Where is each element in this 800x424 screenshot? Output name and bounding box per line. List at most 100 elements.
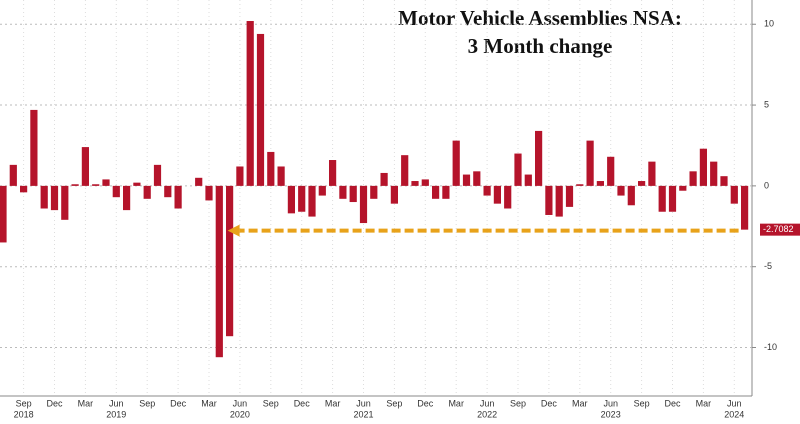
x-tick-label: Dec xyxy=(294,398,311,408)
bar xyxy=(658,185,666,212)
x-year-label: 2021 xyxy=(353,409,373,419)
x-year-label: 2018 xyxy=(14,409,34,419)
bar xyxy=(493,185,501,204)
bar xyxy=(380,172,388,186)
x-year-label: 2024 xyxy=(724,409,744,419)
bar xyxy=(40,185,48,209)
bar xyxy=(699,148,707,186)
bar xyxy=(205,185,213,201)
x-tick-label: Mar xyxy=(201,398,217,408)
bar xyxy=(349,185,357,203)
x-tick-label: Dec xyxy=(170,398,187,408)
x-tick-label: Dec xyxy=(541,398,558,408)
bar xyxy=(514,153,522,186)
bar xyxy=(648,161,656,186)
x-tick-label: Mar xyxy=(572,398,588,408)
bar xyxy=(617,185,625,196)
bar xyxy=(555,185,563,217)
bar xyxy=(627,185,635,206)
bar xyxy=(545,185,553,215)
bar xyxy=(432,185,440,199)
bar xyxy=(679,185,687,191)
x-tick-label: Sep xyxy=(510,398,526,408)
bar xyxy=(390,185,398,204)
bar xyxy=(143,185,151,199)
x-tick-label: Jun xyxy=(727,398,742,408)
y-tick-label: 10 xyxy=(764,19,774,29)
bar xyxy=(195,177,203,186)
bar xyxy=(452,140,460,186)
x-tick-label: Dec xyxy=(46,398,63,408)
bar xyxy=(730,185,738,204)
bar xyxy=(483,185,491,196)
y-tick-label: 0 xyxy=(764,180,769,190)
bar xyxy=(565,185,574,207)
bar xyxy=(277,166,285,186)
bar xyxy=(535,130,543,186)
value-tag xyxy=(760,223,800,236)
bar xyxy=(20,185,28,193)
x-year-label: 2020 xyxy=(230,409,250,419)
x-tick-label: Sep xyxy=(139,398,155,408)
bar xyxy=(71,184,79,186)
bar xyxy=(421,179,429,186)
x-year-label: 2019 xyxy=(106,409,126,419)
bar xyxy=(586,140,594,186)
x-tick-label: Jun xyxy=(233,398,248,408)
value-label: -2.7082 xyxy=(763,224,794,234)
bar xyxy=(123,185,131,211)
bar xyxy=(638,181,646,186)
x-tick-label: Mar xyxy=(78,398,94,408)
bar xyxy=(9,164,17,186)
bar xyxy=(462,174,471,186)
bar xyxy=(298,185,306,212)
bar xyxy=(236,166,244,186)
x-tick-label: Jun xyxy=(356,398,371,408)
x-tick-label: Dec xyxy=(417,398,434,408)
chart-title: Motor Vehicle Assemblies NSA: xyxy=(398,6,682,30)
x-year-label: 2023 xyxy=(601,409,621,419)
x-tick-label: Jun xyxy=(109,398,124,408)
bar xyxy=(92,184,100,186)
bar xyxy=(112,185,120,198)
x-tick-label: Sep xyxy=(263,398,279,408)
x-tick-label: Mar xyxy=(325,398,341,408)
annotation-arrowhead xyxy=(227,224,240,237)
bar xyxy=(30,109,38,186)
x-tick-label: Sep xyxy=(386,398,402,408)
x-tick-label: Mar xyxy=(448,398,464,408)
bar xyxy=(359,185,368,224)
bar xyxy=(267,151,275,186)
bar xyxy=(504,185,512,209)
bar xyxy=(164,185,172,198)
bar xyxy=(411,181,419,186)
bar xyxy=(81,147,89,186)
bar xyxy=(668,185,677,212)
x-tick-label: Sep xyxy=(16,398,32,408)
bar xyxy=(741,185,749,230)
x-year-label: 2022 xyxy=(477,409,497,419)
bar xyxy=(329,160,337,186)
bar xyxy=(524,174,532,186)
y-tick-label: -10 xyxy=(764,342,777,352)
bar xyxy=(710,161,718,186)
bar xyxy=(226,185,234,337)
bar xyxy=(287,185,295,214)
bar xyxy=(102,179,110,186)
bar xyxy=(473,171,481,186)
x-tick-label: Mar xyxy=(696,398,712,408)
bar xyxy=(133,182,141,186)
y-tick-label: 5 xyxy=(764,99,769,109)
bar xyxy=(318,185,326,196)
bar xyxy=(607,156,615,186)
bar xyxy=(339,185,347,199)
bar xyxy=(576,184,584,186)
x-tick-label: Sep xyxy=(634,398,650,408)
bar xyxy=(174,185,182,209)
chart-title: 3 Month change xyxy=(468,34,613,58)
bar xyxy=(401,155,409,186)
bar xyxy=(153,164,162,186)
bar xyxy=(442,185,450,199)
